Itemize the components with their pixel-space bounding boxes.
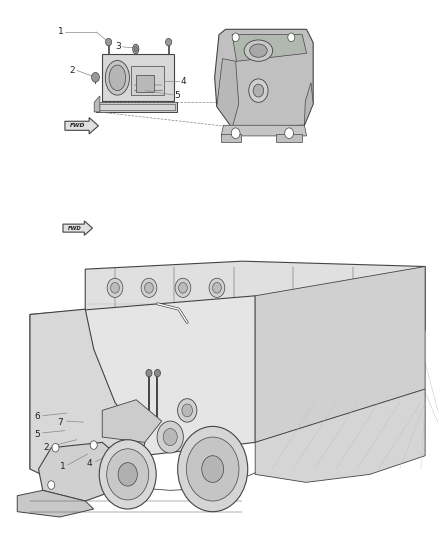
Circle shape: [99, 440, 156, 509]
Circle shape: [107, 449, 149, 500]
Text: 3: 3: [115, 43, 121, 51]
Polygon shape: [102, 400, 162, 442]
Bar: [276, 134, 302, 142]
Text: FWD: FWD: [70, 123, 86, 128]
Ellipse shape: [244, 40, 272, 61]
Circle shape: [141, 278, 157, 297]
Bar: [102, 54, 174, 101]
Text: 4: 4: [180, 77, 186, 85]
Bar: [99, 104, 175, 110]
Circle shape: [285, 128, 293, 139]
Circle shape: [48, 481, 55, 489]
Ellipse shape: [133, 44, 139, 54]
Text: 5: 5: [34, 430, 40, 439]
Polygon shape: [304, 83, 313, 125]
Polygon shape: [30, 309, 145, 496]
Polygon shape: [39, 442, 128, 501]
Text: 7: 7: [57, 418, 64, 426]
Circle shape: [118, 463, 138, 486]
Circle shape: [145, 282, 153, 293]
Polygon shape: [221, 125, 307, 136]
Polygon shape: [17, 490, 94, 517]
Polygon shape: [30, 296, 255, 469]
Circle shape: [146, 369, 152, 377]
Text: 2: 2: [69, 66, 74, 75]
Circle shape: [92, 72, 99, 82]
Circle shape: [288, 33, 295, 42]
Polygon shape: [232, 35, 307, 61]
Bar: [96, 102, 177, 112]
Polygon shape: [255, 266, 425, 442]
Circle shape: [107, 278, 123, 297]
Circle shape: [175, 278, 191, 297]
Polygon shape: [63, 221, 92, 236]
Circle shape: [157, 421, 184, 453]
Circle shape: [178, 426, 248, 512]
Circle shape: [249, 79, 268, 102]
Ellipse shape: [134, 46, 137, 52]
Polygon shape: [217, 59, 239, 128]
Circle shape: [90, 441, 97, 449]
Circle shape: [231, 128, 240, 139]
Text: 5: 5: [174, 92, 180, 100]
Circle shape: [212, 282, 221, 293]
Text: FWD: FWD: [67, 225, 81, 231]
Text: 2: 2: [43, 443, 49, 452]
Text: 1: 1: [58, 28, 64, 36]
Circle shape: [182, 404, 192, 417]
Bar: [131, 66, 164, 95]
Ellipse shape: [250, 44, 267, 58]
Bar: [136, 75, 154, 92]
Circle shape: [209, 278, 225, 297]
Circle shape: [187, 437, 239, 501]
Circle shape: [52, 443, 59, 452]
Ellipse shape: [105, 60, 130, 95]
Polygon shape: [85, 261, 425, 336]
Circle shape: [177, 399, 197, 422]
Circle shape: [154, 369, 160, 377]
Circle shape: [110, 282, 119, 293]
Bar: [221, 134, 241, 142]
Circle shape: [253, 84, 264, 97]
Polygon shape: [65, 118, 99, 134]
Polygon shape: [255, 389, 425, 482]
Text: 6: 6: [34, 413, 40, 421]
Text: 1: 1: [60, 463, 66, 471]
Polygon shape: [94, 96, 100, 112]
Ellipse shape: [109, 65, 126, 91]
Circle shape: [232, 33, 239, 42]
Circle shape: [106, 38, 112, 46]
Text: 4: 4: [87, 459, 92, 468]
Circle shape: [163, 429, 177, 446]
Circle shape: [202, 456, 224, 482]
Circle shape: [179, 282, 187, 293]
Polygon shape: [215, 29, 313, 128]
Circle shape: [166, 38, 172, 46]
